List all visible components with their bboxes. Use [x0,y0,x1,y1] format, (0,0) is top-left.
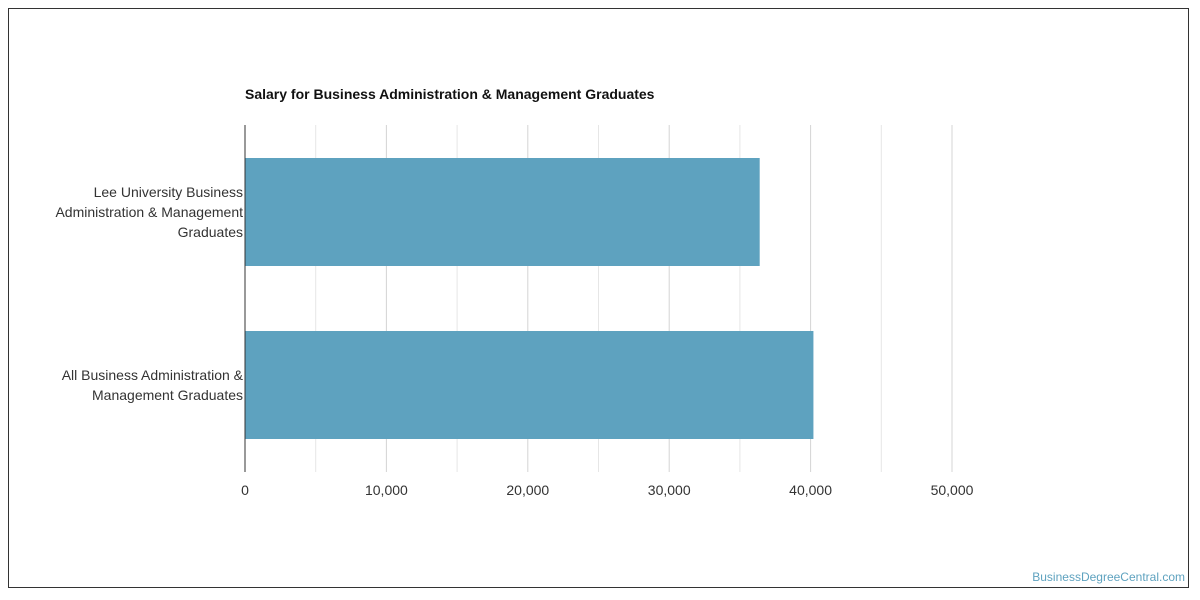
source-watermark[interactable]: BusinessDegreeCentral.com [1032,570,1185,584]
category-label-all-graduates: All Business Administration & Management… [61,367,243,403]
x-tick-label: 0 [241,482,249,498]
chart-title: Salary for Business Administration & Man… [245,86,655,102]
x-tick-label: 30,000 [648,482,691,498]
bar-1 [245,331,814,439]
bar-0 [245,158,760,266]
category-label-lee-university: Lee University Business Administration &… [55,184,243,240]
x-tick-label: 20,000 [506,482,549,498]
x-tick-label: 10,000 [365,482,408,498]
x-tick-label: 40,000 [789,482,832,498]
x-tick-label: 50,000 [931,482,974,498]
